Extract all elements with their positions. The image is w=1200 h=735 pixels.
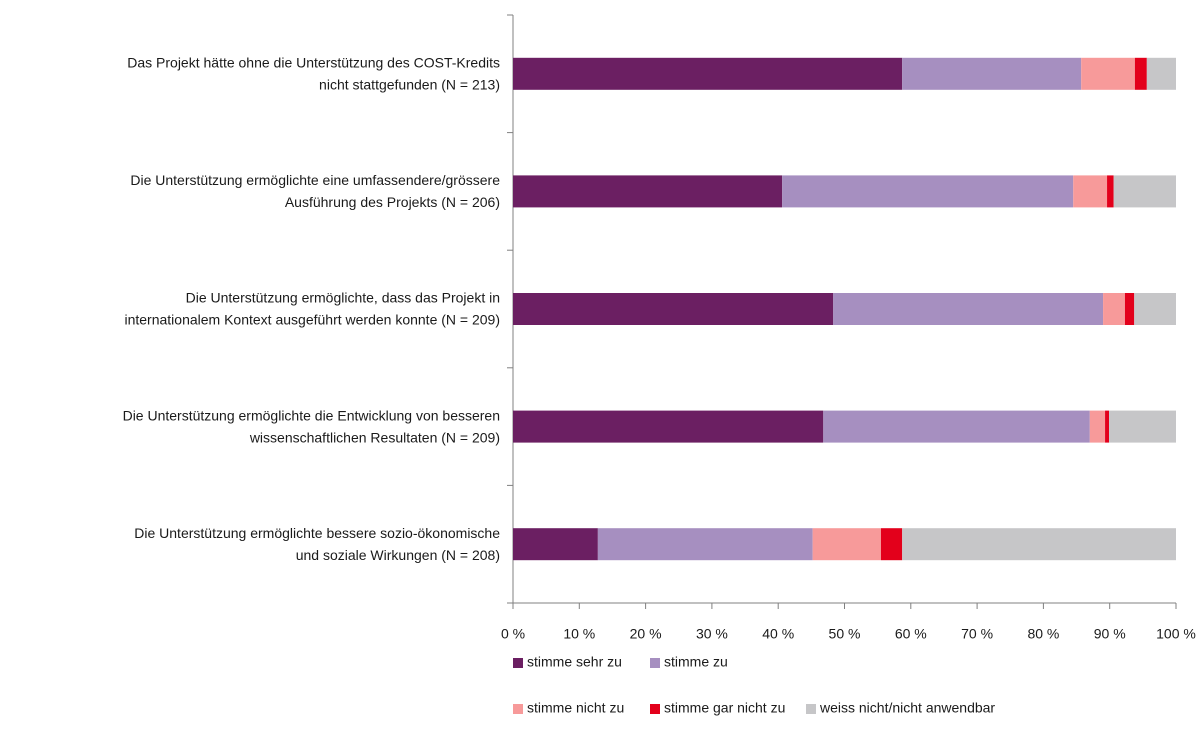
x-tick-label: 10 % (563, 626, 595, 642)
legend-label: stimme sehr zu (527, 654, 622, 670)
bar-segment (833, 293, 1104, 325)
bar-segment (513, 293, 834, 325)
category-label: Ausführung des Projekts (N = 206) (285, 194, 500, 210)
category-label: und soziale Wirkungen (N = 208) (296, 547, 500, 563)
bar-segment (782, 175, 1074, 208)
x-tick-label: 70 % (961, 626, 993, 642)
category-label: Die Unterstützung ermöglichte eine umfas… (130, 172, 500, 188)
legend-swatch (650, 658, 660, 668)
bar-segment (1105, 410, 1110, 443)
bar-segment (513, 57, 903, 90)
bar-segment (1081, 57, 1135, 90)
legend-label: stimme nicht zu (527, 700, 624, 716)
bar-segment (513, 175, 783, 208)
legend-swatch (513, 704, 523, 714)
category-label: internationalem Kontext ausgeführt werde… (124, 312, 500, 328)
x-tick-label: 60 % (895, 626, 927, 642)
bar-segment (902, 528, 1176, 561)
bar-segment (513, 410, 824, 443)
legend-swatch (650, 704, 660, 714)
category-label: Die Unterstützung ermöglichte die Entwic… (123, 407, 500, 423)
x-tick-label: 30 % (696, 626, 728, 642)
bar-segment (823, 410, 1090, 443)
x-tick-label: 0 % (501, 626, 525, 642)
legend-swatch (513, 658, 523, 668)
bar-segment (1103, 293, 1125, 325)
bar-segment (1146, 57, 1176, 90)
x-tick-label: 80 % (1027, 626, 1059, 642)
x-tick-label: 100 % (1156, 626, 1196, 642)
x-tick-label: 40 % (762, 626, 794, 642)
x-tick-label: 20 % (630, 626, 662, 642)
bar-segment (1109, 410, 1176, 443)
bar-segment (1134, 293, 1176, 325)
bar-segment (1073, 175, 1108, 208)
category-label: nicht stattgefunden (N = 213) (319, 77, 500, 93)
bar-segment (902, 57, 1082, 90)
legend-swatch (806, 704, 816, 714)
bar-segment (880, 528, 903, 561)
x-tick-label: 50 % (829, 626, 861, 642)
legend-label: stimme gar nicht zu (664, 700, 785, 716)
bar-segment (513, 528, 598, 561)
category-label: Das Projekt hätte ohne die Unterstützung… (127, 55, 500, 71)
bar-segment (1113, 175, 1176, 208)
x-tick-label: 90 % (1094, 626, 1126, 642)
category-label: wissenschaftlichen Resultaten (N = 209) (249, 429, 500, 445)
legend-label: weiss nicht/nicht anwendbar (819, 700, 995, 716)
category-label: Die Unterstützung ermöglichte, dass das … (186, 290, 500, 306)
bar-segment (812, 528, 881, 561)
bar-segment (1107, 175, 1114, 208)
bar-segment (1089, 410, 1106, 443)
bar-segment (1124, 293, 1135, 325)
bar-segment (597, 528, 813, 561)
legend-label: stimme zu (664, 654, 728, 670)
bar-segment (1134, 57, 1147, 90)
category-label: Die Unterstützung ermöglichte bessere so… (134, 525, 500, 541)
